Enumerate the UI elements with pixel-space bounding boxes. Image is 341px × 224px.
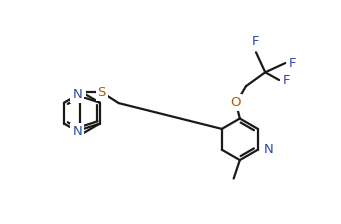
Text: S: S (98, 86, 106, 99)
Text: F: F (252, 35, 260, 48)
Text: N: N (72, 88, 82, 101)
Text: N: N (72, 125, 82, 138)
Text: F: F (289, 57, 297, 70)
Text: N: N (264, 143, 274, 156)
Text: H: H (77, 86, 85, 96)
Text: O: O (230, 96, 240, 109)
Text: F: F (283, 73, 291, 86)
